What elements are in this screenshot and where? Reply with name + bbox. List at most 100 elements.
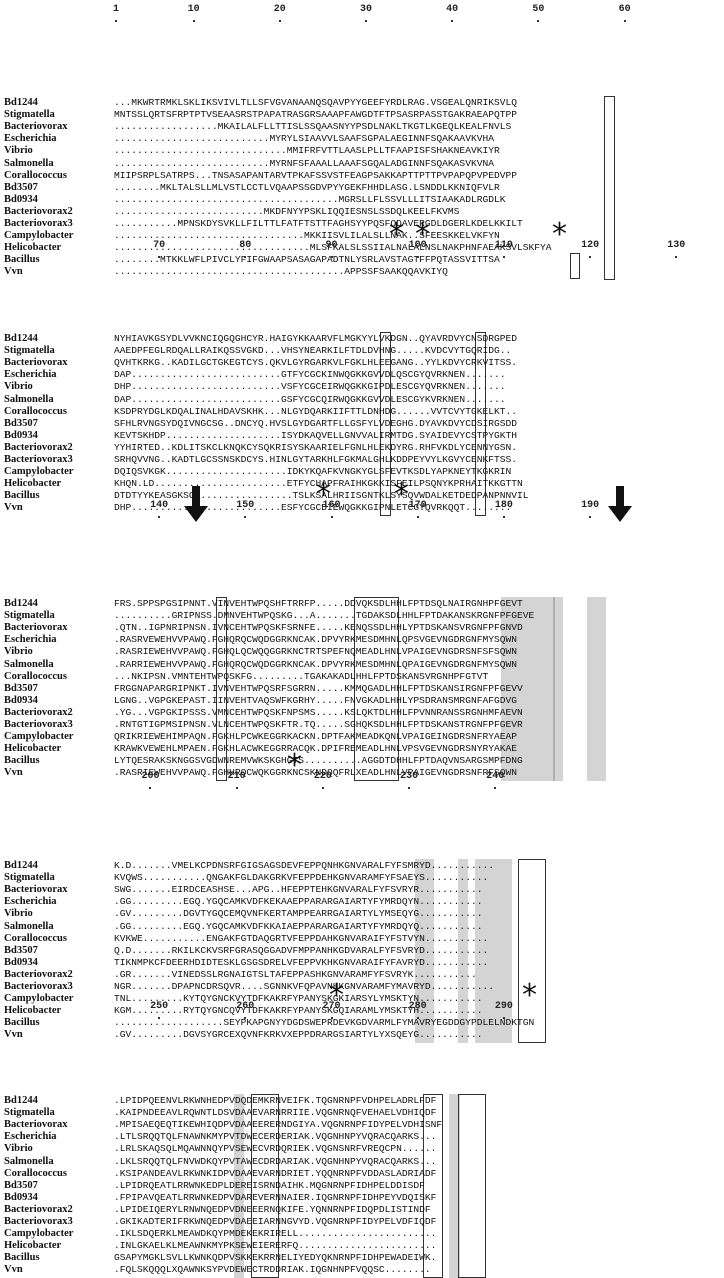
sequence-text: .INLGKAELKLMEAWNKMYPKSEWEIERERFQ........… bbox=[114, 1240, 437, 1252]
position-tick bbox=[675, 256, 678, 258]
sequence-text: KGM.........RYTQYGNCQVYTDFKAKRFYPANYSKGQ… bbox=[114, 1005, 483, 1017]
species-label: Bacteriovorax bbox=[4, 884, 68, 896]
position-number: 90 bbox=[325, 240, 338, 251]
species-label: Campylobacter bbox=[4, 731, 74, 743]
alignment-row: Bacteriovorax3 SRHQVVNG..KADTLGCSSNSKDCYS… bbox=[0, 454, 724, 466]
alignment-row: Vibrio ..............................MMIF… bbox=[0, 145, 724, 157]
species-label: Bd3507 bbox=[4, 682, 38, 694]
position-number: 220 bbox=[313, 771, 332, 782]
alignment-row: Bacteriovorax2..........................… bbox=[0, 206, 724, 218]
position-tick bbox=[502, 516, 505, 518]
conserved-site-star: * bbox=[552, 217, 567, 252]
alignment-row: Helicobacter .INLGKAELKLMEAWNKMYPKSEWEIER… bbox=[0, 1240, 724, 1252]
alignment-row: Vvn .RASRIEWEHVVPAWQ.FGHHRQCWQKGGRKNCSKND… bbox=[0, 767, 724, 779]
sequence-text: ..........................MKDFNYYPSKLIQQ… bbox=[114, 205, 460, 217]
sequence-text: .RNTGTIGPMSIPNSN.VLNCEHTWPQSKFTR.TQ.....… bbox=[114, 719, 523, 730]
species-label: Corallococcus bbox=[4, 932, 67, 944]
alignment-row: Bd3507 ........MKLTALSLLMLVSTLCCTLVQAAPSS… bbox=[0, 182, 724, 194]
sequence-text: ..............................MMIFRFVTTL… bbox=[114, 145, 500, 157]
species-label: Bd0934 bbox=[4, 429, 38, 441]
species-label: Vvn bbox=[4, 1029, 23, 1041]
position-number: 140 bbox=[150, 500, 169, 511]
position-tick bbox=[408, 787, 411, 789]
sequence-text: KVKWE...........ENGAKFGTDAQGRTVFEPPDAHKG… bbox=[114, 932, 489, 944]
species-label: Bd0934 bbox=[4, 694, 38, 706]
sequence-text: KEVTSKHDP....................ISYDKAQVELL… bbox=[114, 429, 518, 441]
species-label: Corallococcus bbox=[4, 1167, 67, 1179]
species-label: Bacteriovorax bbox=[4, 357, 68, 369]
alignment-row: Vvn DHP..........................ESFYCGCD… bbox=[0, 502, 724, 514]
conserved-site-star: * bbox=[394, 477, 409, 512]
species-label: Bacteriovorax bbox=[4, 622, 68, 634]
sequence-text: .GG.........EGQ.YGQCAMKVDFKKAIAEPPARARGA… bbox=[114, 920, 483, 932]
sequence-text: .FQLSKQQQLXQAWNKSYPVDEWECTRDDRIAK.IQGNHN… bbox=[114, 1264, 431, 1276]
sequence-text: ........MKLTALSLLMLVSTLCCTLVQAAPSSGDVPYY… bbox=[114, 181, 500, 193]
species-label: Helicobacter bbox=[4, 1240, 62, 1252]
species-label: Bacillus bbox=[4, 490, 40, 502]
species-label: Bd3507 bbox=[4, 1179, 38, 1191]
species-label: Vvn bbox=[4, 767, 23, 779]
position-tick bbox=[330, 1017, 333, 1019]
sequence-text: .RASRIEWEHVVPAWQ.FGHQLQCWQQGGRKNCTRTSPEF… bbox=[114, 646, 518, 658]
sequence-text: .KAIPNDEEAVLRQWNTLDSVDAAEVARNRRIIE.VQGNR… bbox=[114, 1107, 437, 1119]
species-label: Vvn bbox=[4, 266, 23, 278]
sequence-text: SWG.......EIRDCEASHSE...APG..HFEPPTEHKGN… bbox=[114, 884, 483, 896]
alignment-row: Bacteriovorax ..................MKAILALFL… bbox=[0, 121, 724, 133]
species-label: Salmonella bbox=[4, 920, 54, 932]
position-tick bbox=[330, 516, 333, 518]
position-tick bbox=[244, 1017, 247, 1019]
species-label: Bacteriovorax3 bbox=[4, 719, 73, 730]
sequence-alignment-figure: 1 10 20 30 40 50 60 Bd1244 ...MKWRTRMKLSKLIKSVIV… bbox=[0, 4, 724, 1278]
position-tick bbox=[244, 516, 247, 518]
position-number: 230 bbox=[400, 771, 419, 782]
position-number: 280 bbox=[408, 1001, 427, 1012]
position-tick bbox=[416, 256, 419, 258]
alignment-row: Campylobacter QRIKRIEWEHIMPAQN.FGKHLPCWKE… bbox=[0, 731, 724, 743]
species-label: Bd3507 bbox=[4, 181, 38, 193]
sequence-text: QVHTKRKG..KADILGCTGKEGTCYS.QKVLGYRGARKVL… bbox=[114, 357, 518, 369]
alignment-row: Bd3507 .LPIDRQEATLRRWNKEDPLDEREISRNDAIHK.… bbox=[0, 1180, 724, 1192]
species-label: Vvn bbox=[4, 502, 23, 514]
species-label: Corallococcus bbox=[4, 670, 67, 682]
position-tick bbox=[149, 787, 152, 789]
sequence-text: MNTSSLQRTSFRPTPTVSEAASRSTPAPATRASGRSAAAP… bbox=[114, 109, 518, 121]
alignment-row: Helicobacter KGM.........RYTQYGNCQVYTDFKA… bbox=[0, 1005, 724, 1017]
alignment-row: Vvn .FQLSKQQQLXQAWNKSYPVDEWECTRDDRIAK.IQG… bbox=[0, 1264, 724, 1276]
species-label: Bd1244 bbox=[4, 97, 38, 108]
sequence-text: .LPIDPQEENVLRKWNHEDPVDQDEMKRNVEIFK.TQGNR… bbox=[114, 1095, 437, 1106]
alignment-row: Bacteriovorax3 NGR.......DPAPNCDRSQVR....… bbox=[0, 981, 724, 993]
alignment-row: Bacillus ........MTKKLWFLPIVCLYFIFGWAAPSA… bbox=[0, 254, 724, 266]
sequence-text: .GV.........DGVSYGRCEXQVNFKRKVXEPPDRARGS… bbox=[114, 1029, 483, 1041]
alignment-row: Corallococcus .KSIPANDEAVLRKWNKIDPVDAAEVA… bbox=[0, 1168, 724, 1180]
alignment-row: Helicobacter............................… bbox=[0, 242, 724, 254]
species-label: Helicobacter bbox=[4, 242, 62, 254]
alignment-row: Campylobacter TNL.........KYTQYGNCKVYTDFK… bbox=[0, 993, 724, 1005]
species-label: Corallococcus bbox=[4, 169, 67, 181]
position-tick bbox=[278, 20, 281, 22]
sequence-text: KVQWS...........QNGAKFGLDAKGRKVFEPPDEHKG… bbox=[114, 872, 489, 884]
sequence-text: SRHQVVNG..KADTLGCSSNSKDCYS.HINLGYTARKHLF… bbox=[114, 454, 518, 465]
sequence-text: .MPISAEQEQTIKEWHIQDPVDAAEERERNDGIYA.VQGN… bbox=[114, 1119, 443, 1131]
species-label: Bd0934 bbox=[4, 1191, 38, 1203]
species-label: Bacteriovorax2 bbox=[4, 1203, 73, 1215]
alignment-row: Bd3507 SFHLRVNGSYDQIVNGCSG..DNCYQ.HVSLGYD… bbox=[0, 418, 724, 430]
species-label: Salmonella bbox=[4, 658, 54, 670]
alignment-row: Bd0934 .FPIPAVQEATLRRWNKEDPVDAREVERNNAIER… bbox=[0, 1192, 724, 1204]
sequence-text: .IKLSDQERKLMEAWDKQYPMDEKEKRIRELL........… bbox=[114, 1228, 437, 1240]
position-number: 210 bbox=[227, 771, 246, 782]
species-label: Helicobacter bbox=[4, 743, 62, 755]
position-number: 1 bbox=[112, 4, 119, 15]
species-label: Corallococcus bbox=[4, 405, 67, 417]
sequence-text: SFHLRVNGSYDQIVNGCSG..DNCYQ.HVSLGYDGARTFL… bbox=[114, 417, 518, 429]
sequence-text: LGNG..VGPGKEPAST.IINVEHTVAQSWFKGRHY.....… bbox=[114, 694, 518, 706]
alignment-block-1: 1 10 20 30 40 50 60 Bd1244 ...MKWRTRMKLSKLIKSVIV… bbox=[0, 4, 724, 280]
sequence-text: YYHIRTED..KDLITSKCLKNQKCYSQKRISYSKAARIEL… bbox=[114, 441, 518, 453]
position-number: 110 bbox=[494, 240, 513, 251]
sequence-text: ........MTKKLWFLPIVCLYFIFGWAAPSASAGAPADT… bbox=[114, 254, 500, 266]
species-label: Salmonella bbox=[4, 393, 54, 405]
position-tick bbox=[192, 20, 195, 22]
alignment-row: Bd1244 FRS.SPPSPGSIPNNT.VINVEHTWPQSHFTRRF… bbox=[0, 598, 724, 610]
alignment-row: Bacteriovorax3 .RNTGTIGPMSIPNSN.VLNCEHTWP… bbox=[0, 719, 724, 731]
alignment-row: Corallococcus KSDPRYDGLKDQALINALHDAVSKHK.… bbox=[0, 406, 724, 418]
alignment-row: Bd1244 NYHIAVKGSYDLVVKNCIQGQGHCYR.HAIGYKK… bbox=[0, 333, 724, 345]
